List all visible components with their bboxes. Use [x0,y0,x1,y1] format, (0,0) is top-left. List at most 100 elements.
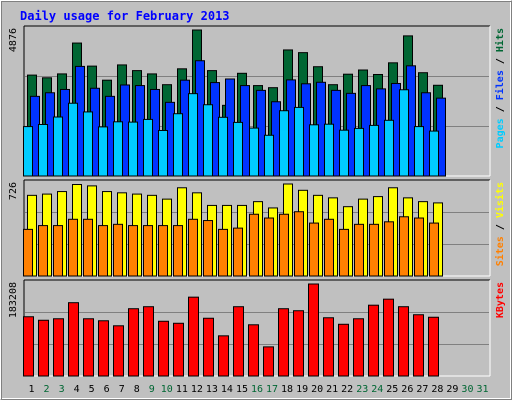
bar-kbytes-day-24 [368,304,379,377]
bar-kbytes-day-23 [353,318,364,377]
bar-sites-day-10 [158,225,168,277]
series-label-separator: / [495,100,506,118]
bar-sites-day-5 [83,218,93,277]
bar-pages-day-6 [98,126,108,177]
x-tick-label-20: 20 [311,384,323,395]
bar-sites-day-14 [218,228,228,277]
x-tick-label-26: 26 [401,384,413,395]
x-tick-label-16: 16 [251,384,263,395]
x-tick-label-28: 28 [431,384,443,395]
bar-sites-day-13 [203,220,213,277]
bar-sites-day-6 [98,225,108,277]
bar-kbytes-day-14 [218,335,229,377]
bar-kbytes-day-21 [323,317,334,377]
x-tick-label-3: 3 [59,384,65,395]
bar-pages-day-15 [233,121,243,177]
x-tick-label-12: 12 [191,384,203,395]
bar-sites-day-16 [249,213,259,277]
bar-kbytes-day-22 [338,323,349,377]
x-tick-label-11: 11 [176,384,188,395]
series-label-hits: Hits [494,28,506,52]
x-tick-label-6: 6 [104,384,110,395]
bar-pages-day-14 [218,116,228,177]
bar-pages-day-19 [294,106,304,177]
bar-sites-day-19 [294,211,304,277]
bar-pages-day-27 [414,126,424,177]
x-tick-label-30: 30 [461,384,473,395]
bar-kbytes-day-27 [413,314,424,377]
bar-kbytes-day-12 [188,296,199,377]
chart-panels: 4876 Pages / Files / Hits 726 Sites / Visit… [8,25,506,377]
bar-kbytes-day-2 [38,319,49,377]
x-tick-label-24: 24 [371,384,383,395]
bar-pages-day-3 [53,116,63,177]
x-tick-label-2: 2 [44,384,50,395]
bar-kbytes-day-10 [158,320,169,377]
x-tick-label-19: 19 [296,384,308,395]
x-tick-label-1: 1 [29,384,35,395]
bar-kbytes-day-1 [23,316,34,377]
bar-pages-day-22 [339,129,349,177]
bar-sites-day-26 [399,216,409,277]
bar-sites-day-27 [414,217,424,277]
bar-sites-day-11 [173,225,183,277]
x-tick-label-14: 14 [221,384,233,395]
x-tick-label-4: 4 [74,384,80,395]
bar-pages-day-24 [369,124,379,177]
bar-sites-day-7 [113,223,123,277]
bar-pages-day-8 [128,121,138,177]
bar-sites-day-28 [429,222,439,277]
bar-pages-day-11 [173,113,183,177]
x-tick-label-5: 5 [89,384,95,395]
x-tick-label-8: 8 [134,384,140,395]
bar-sites-day-12 [188,218,198,277]
bar-kbytes-day-4 [68,302,79,377]
bar-pages-day-7 [113,121,123,177]
panel-1-ymax-label: 4876 [8,28,19,52]
bar-kbytes-day-25 [383,298,394,377]
bar-pages-day-5 [83,111,93,177]
bar-pages-day-12 [188,93,198,177]
bar-sites-day-2 [38,225,48,277]
x-tick-label-10: 10 [161,384,173,395]
bar-sites-day-15 [233,227,243,277]
x-tick-label-22: 22 [341,384,353,395]
x-tick-label-17: 17 [266,384,278,395]
bar-kbytes-day-28 [428,316,439,377]
bar-pages-day-16 [249,127,259,177]
bar-kbytes-day-17 [263,346,274,377]
bar-pages-day-17 [264,134,274,177]
x-tick-label-21: 21 [326,384,338,395]
bar-pages-day-4 [68,102,78,177]
x-tick-label-31: 31 [476,384,488,395]
bar-kbytes-day-20 [308,283,319,377]
bar-pages-day-13 [203,104,213,177]
bar-kbytes-day-15 [233,306,244,377]
bar-kbytes-day-26 [398,306,409,377]
series-label-kbytes: KBytes [495,282,506,318]
bar-pages-day-25 [384,119,394,177]
x-tick-label-29: 29 [446,384,458,395]
bar-sites-day-9 [143,225,153,277]
x-tick-label-18: 18 [281,384,293,395]
bar-sites-day-21 [324,218,334,277]
panel-3-series-label: KBytes [495,282,506,318]
bar-sites-day-18 [279,213,289,277]
chart-title: Daily usage for February 2013 [20,9,230,23]
bar-sites-day-23 [354,223,364,277]
bar-pages-day-21 [324,123,334,177]
series-label-separator: / [495,218,506,236]
x-tick-label-23: 23 [356,384,368,395]
x-tick-label-27: 27 [416,384,428,395]
x-axis: 1 2 3 4 5 6 7 8 9 10 11 12 13 14 15 16 17 18 19 20 21 22 23 24 2… [29,384,489,395]
x-tick-label-7: 7 [119,384,125,395]
bar-kbytes-day-6 [98,320,109,377]
bar-sites-day-25 [384,221,394,277]
bar-sites-day-24 [369,223,379,277]
bar-pages-day-2 [38,123,48,177]
bar-pages-day-23 [354,127,364,177]
series-label-sites: Sites [494,236,506,266]
x-tick-label-13: 13 [206,384,218,395]
